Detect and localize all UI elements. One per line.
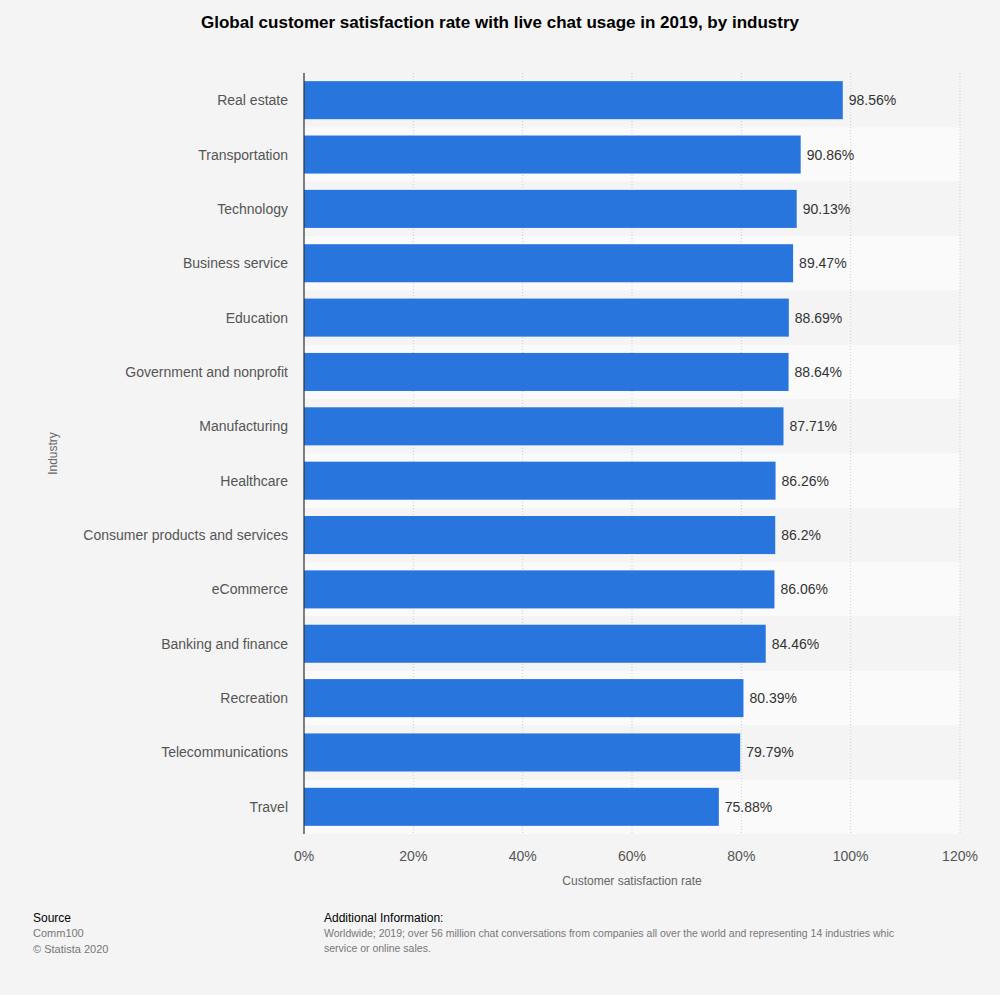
data-label: 84.46% [772, 636, 819, 652]
row-band [304, 780, 960, 834]
tick-label: 80% [727, 848, 755, 864]
data-label: 90.13% [803, 201, 850, 217]
row-band [304, 725, 960, 779]
axis-line [303, 73, 304, 834]
tick-label: 40% [509, 848, 537, 864]
category-label: Government and nonprofit [125, 364, 288, 380]
tick-label: 60% [618, 848, 646, 864]
bar [304, 788, 719, 826]
bar [304, 299, 789, 337]
row-band [304, 671, 960, 725]
grid-line [741, 73, 742, 834]
bar [304, 81, 843, 119]
tick-label: 120% [942, 848, 978, 864]
data-label: 80.39% [749, 690, 796, 706]
grid-line [632, 73, 633, 834]
category-label: Travel [250, 799, 288, 815]
data-label: 86.2% [781, 527, 821, 543]
source: Comm100 [33, 927, 84, 939]
category-label: eCommerce [212, 581, 288, 597]
tick-label: 20% [399, 848, 427, 864]
bar [304, 244, 793, 282]
bar [304, 190, 797, 228]
data-label: 88.69% [795, 310, 842, 326]
data-label: 89.47% [799, 255, 846, 271]
category-label: Transportation [198, 147, 288, 163]
grid-line [522, 73, 523, 834]
category-label: Business service [183, 255, 288, 271]
row-band [304, 127, 960, 181]
category-label: Manufacturing [199, 418, 288, 434]
category-label: Telecommunications [161, 744, 288, 760]
chart: Global customer satisfaction rate with l… [0, 0, 1000, 995]
y-axis-label: Industry [46, 432, 60, 475]
bar [304, 516, 775, 554]
bar [304, 353, 789, 391]
data-label: 75.88% [725, 799, 772, 815]
data-label: 79.79% [746, 744, 793, 760]
grid-line [413, 73, 414, 834]
tick-label: 100% [833, 848, 869, 864]
data-label: 86.26% [782, 473, 829, 489]
category-label: Banking and finance [161, 636, 288, 652]
bar [304, 462, 776, 500]
category-label: Technology [217, 201, 288, 217]
grid-line [304, 73, 305, 834]
data-label: 88.64% [795, 364, 842, 380]
info-line: service or online sales. [324, 942, 431, 954]
category-label: Recreation [220, 690, 288, 706]
grid-line [850, 73, 851, 834]
row-band [304, 508, 960, 562]
bar [304, 625, 766, 663]
category-label: Education [226, 310, 288, 326]
bar [304, 407, 783, 445]
bar [304, 679, 743, 717]
data-label: 90.86% [807, 147, 854, 163]
x-axis-label: Customer satisfaction rate [562, 874, 702, 888]
row-band [304, 73, 960, 127]
source-title: Source [33, 911, 71, 925]
bar [304, 733, 740, 771]
grid-line [960, 73, 961, 834]
bar [304, 570, 774, 608]
info-line: Worldwide; 2019; over 56 million chat co… [324, 927, 894, 939]
title: Global customer satisfaction rate with l… [201, 13, 800, 32]
tick-label: 0% [294, 848, 314, 864]
bars [304, 81, 843, 826]
row-band [304, 562, 960, 616]
category-label: Real estate [217, 92, 288, 108]
category-label: Consumer products and services [83, 527, 288, 543]
bar [304, 136, 801, 174]
data-label: 87.71% [789, 418, 836, 434]
copyright: © Statista 2020 [33, 943, 108, 955]
info-title: Additional Information: [324, 911, 443, 925]
row-band [304, 617, 960, 671]
row-band [304, 182, 960, 236]
data-label: 86.06% [780, 581, 827, 597]
category-label: Healthcare [220, 473, 288, 489]
data-label: 98.56% [849, 92, 896, 108]
